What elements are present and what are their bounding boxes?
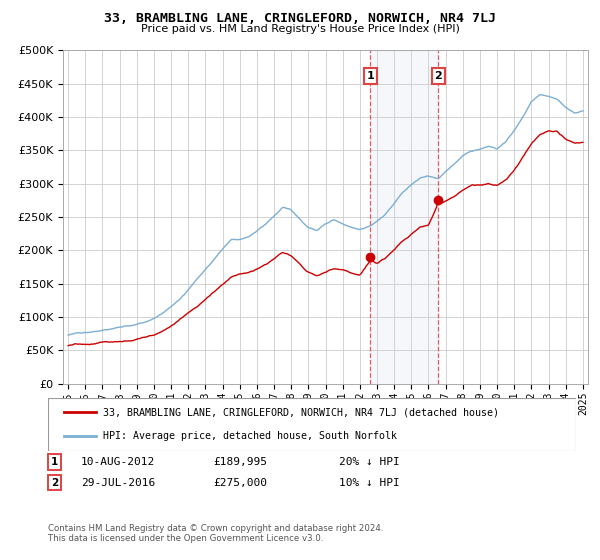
- Text: 1: 1: [51, 457, 58, 467]
- Text: 33, BRAMBLING LANE, CRINGLEFORD, NORWICH, NR4 7LJ (detached house): 33, BRAMBLING LANE, CRINGLEFORD, NORWICH…: [103, 408, 499, 418]
- Text: 1: 1: [367, 71, 374, 81]
- Text: 10-AUG-2012: 10-AUG-2012: [81, 457, 155, 467]
- Text: 2: 2: [51, 478, 58, 488]
- Text: 20% ↓ HPI: 20% ↓ HPI: [339, 457, 400, 467]
- Text: 2: 2: [434, 71, 442, 81]
- Text: 33, BRAMBLING LANE, CRINGLEFORD, NORWICH, NR4 7LJ: 33, BRAMBLING LANE, CRINGLEFORD, NORWICH…: [104, 12, 496, 25]
- Text: Price paid vs. HM Land Registry's House Price Index (HPI): Price paid vs. HM Land Registry's House …: [140, 24, 460, 34]
- Text: 10% ↓ HPI: 10% ↓ HPI: [339, 478, 400, 488]
- Text: HPI: Average price, detached house, South Norfolk: HPI: Average price, detached house, Sout…: [103, 431, 397, 441]
- Text: Contains HM Land Registry data © Crown copyright and database right 2024.
This d: Contains HM Land Registry data © Crown c…: [48, 524, 383, 543]
- FancyBboxPatch shape: [48, 398, 576, 451]
- Text: £189,995: £189,995: [213, 457, 267, 467]
- Text: 29-JUL-2016: 29-JUL-2016: [81, 478, 155, 488]
- Text: £275,000: £275,000: [213, 478, 267, 488]
- Bar: [370, 50, 439, 384]
